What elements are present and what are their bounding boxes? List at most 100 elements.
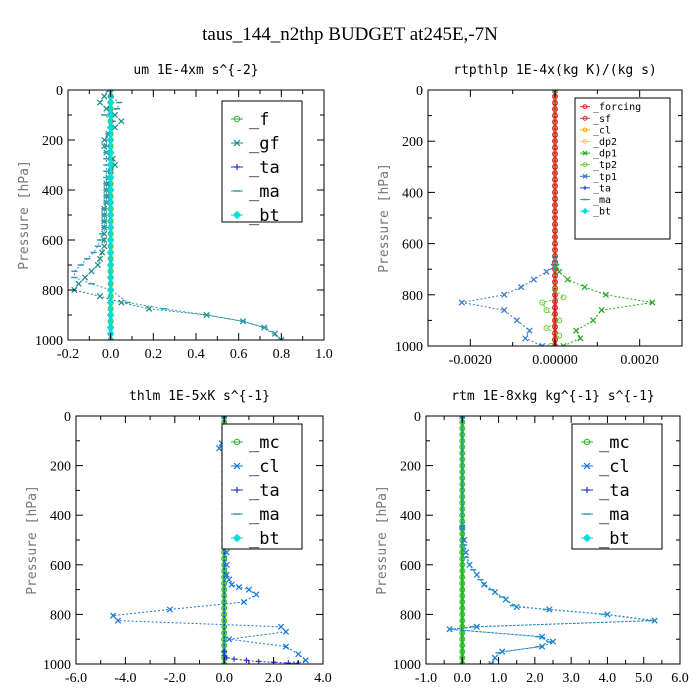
y-tick-label: 800 xyxy=(402,289,423,304)
data-point-mc-35 xyxy=(221,630,228,636)
data-point-cl-2 xyxy=(460,536,468,544)
x-tick-label: 0.0 xyxy=(102,347,120,362)
x-tick-label: 0.0 xyxy=(454,671,472,686)
data-point-mc-4 xyxy=(459,437,466,444)
data-point-mc-28 xyxy=(459,586,466,593)
data-point-bt-13 xyxy=(106,248,115,257)
panel-title: rtm 1E-8xkg kg^{-1} s^{-1} xyxy=(451,389,655,404)
data-point-gf-4 xyxy=(111,111,119,119)
x-tick-label: 0.0020 xyxy=(620,353,659,368)
data-point-mc-36 xyxy=(459,636,466,643)
data-point-mc-33 xyxy=(221,617,228,624)
legend-entry-ma: _ma xyxy=(249,505,280,525)
data-point-gf-35 xyxy=(145,305,153,312)
y-tick-label: 0 xyxy=(414,410,421,425)
legend-entry-ta: _ta xyxy=(249,158,280,178)
legend-marker-cl xyxy=(233,462,241,470)
data-point-bt-5 xyxy=(106,148,115,157)
x-tick-label: 0.8 xyxy=(273,347,291,362)
data-point-mc-37 xyxy=(459,642,466,649)
legend-entry-f: _f xyxy=(249,110,269,130)
data-point-gf-24 xyxy=(101,236,108,244)
data-point-forcing-36 xyxy=(552,317,558,324)
data-point-gf-39 xyxy=(271,330,279,337)
data-point-mc-37 xyxy=(221,642,228,649)
data-point-tp2-6 xyxy=(543,325,550,332)
data-point-cl-20 xyxy=(488,660,495,664)
x-tick-label: 2.0 xyxy=(265,671,283,686)
legend-marker-dp1 xyxy=(582,150,588,156)
data-point-mc-38 xyxy=(459,648,466,655)
panel-title: rtpthlp 1E-4x(kg K)/(kg s) xyxy=(453,63,657,78)
data-point-dp1-7 xyxy=(649,299,656,306)
data-point-tp1-12 xyxy=(539,342,546,346)
legend-entry-bt: _bt xyxy=(599,529,630,549)
data-point-cl-19 xyxy=(491,654,499,661)
data-point-cl-6 xyxy=(480,581,488,588)
y-tick-label: 200 xyxy=(42,134,63,149)
series-group xyxy=(446,416,658,664)
data-point-tp1-10 xyxy=(526,327,533,334)
legend-entry-tp1: _tp1 xyxy=(593,172,617,183)
panel-4: rtm 1E-8xkg kg^{-1} s^{-1} Pressure [hPa]… xyxy=(375,389,689,686)
data-point-cl-29 xyxy=(282,643,290,650)
data-point-ta-5 xyxy=(243,657,250,663)
legend-entry-cl: _cl xyxy=(593,125,611,136)
data-point-tp1-5 xyxy=(518,283,525,291)
data-point-dp1-12 xyxy=(560,342,567,346)
legend-entry-ta: _ta xyxy=(593,183,611,194)
data-point-bt-2 xyxy=(106,111,115,119)
data-point-gf-26 xyxy=(99,249,106,256)
legend-marker-ta xyxy=(234,487,240,493)
legend-marker-gf xyxy=(233,139,241,147)
y-tick-label: 0 xyxy=(416,84,423,99)
data-point-forcing-33 xyxy=(552,298,558,305)
data-point-tp1-7 xyxy=(458,299,465,306)
data-point-tp2-5 xyxy=(556,317,563,324)
x-tick-label: 0.00000 xyxy=(532,353,578,368)
series-group xyxy=(458,90,656,346)
data-point-forcing-37 xyxy=(552,323,558,330)
data-point-cl-24 xyxy=(109,612,117,619)
data-point-tp2-2 xyxy=(560,294,567,301)
data-point-mc-6 xyxy=(459,450,466,457)
y-tick-label: 200 xyxy=(400,460,421,475)
data-point-bt-16 xyxy=(106,286,115,294)
legend-entry-bt: _bt xyxy=(593,207,611,218)
legend-marker-ta xyxy=(584,487,590,493)
data-point-gf-27 xyxy=(96,255,104,262)
y-tick-label: 400 xyxy=(402,186,423,201)
data-point-mc-34 xyxy=(459,623,466,630)
legend-entry-dp2: _dp2 xyxy=(593,137,617,148)
data-point-bt-4 xyxy=(106,136,115,144)
data-point-tp1-9 xyxy=(513,317,521,324)
data-point-cl-0 xyxy=(221,416,228,420)
legend-marker-tp2 xyxy=(582,162,588,168)
data-point-gf-2 xyxy=(96,99,104,106)
data-point-gf-30 xyxy=(81,274,89,281)
data-point-forcing-22 xyxy=(552,227,558,234)
data-point-cl-15 xyxy=(223,561,230,568)
data-point-tp2-3 xyxy=(539,299,546,306)
data-point-cl-17 xyxy=(538,643,546,650)
legend-marker-mc xyxy=(583,438,591,446)
data-point-bt-19 xyxy=(106,323,115,332)
data-point-cl-22 xyxy=(240,598,248,606)
data-point-cl-30 xyxy=(295,650,302,658)
x-tick-label: 0.6 xyxy=(230,347,248,362)
data-point-dp1-6 xyxy=(602,291,609,298)
y-tick-label: 0 xyxy=(56,84,63,99)
data-point-ta-6 xyxy=(256,658,262,664)
legend-marker-forcing xyxy=(582,104,588,110)
y-tick-label: 1000 xyxy=(395,340,423,355)
data-point-mc-32 xyxy=(459,611,466,618)
data-point-bt-7 xyxy=(106,173,115,182)
data-point-cl-31 xyxy=(302,657,309,664)
figure-title: taus_144_n2thp BUDGET at245E,-7N xyxy=(202,24,498,45)
data-point-ta-8 xyxy=(285,660,292,664)
legend-marker-bt xyxy=(581,207,589,215)
data-point-dp1-5 xyxy=(581,283,588,291)
y-tick-label: 600 xyxy=(50,559,71,574)
legend-entry-ta: _ta xyxy=(249,481,280,501)
y-tick-label: 600 xyxy=(402,238,423,253)
